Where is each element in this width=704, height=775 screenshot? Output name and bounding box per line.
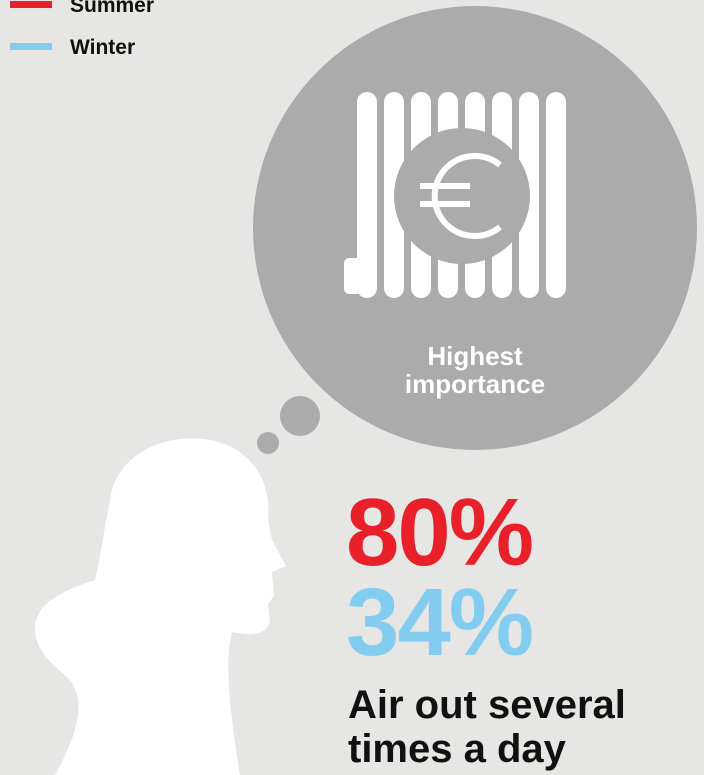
bubble-label: importance bbox=[405, 369, 545, 399]
legend-swatch bbox=[10, 43, 52, 50]
stats: 80%34% bbox=[346, 479, 532, 676]
infographic: Summer Winter Highest importance 80%34% A… bbox=[0, 0, 704, 775]
thought-dot bbox=[257, 432, 279, 454]
caption: times a day bbox=[348, 727, 567, 771]
legend-label: Winter bbox=[70, 36, 135, 59]
euro-badge bbox=[394, 128, 530, 264]
caption: Air out several bbox=[348, 683, 626, 727]
bubble-label: Highest bbox=[427, 341, 523, 371]
legend-label: Summer bbox=[70, 0, 154, 17]
stat-value: 34% bbox=[346, 569, 532, 676]
legend-swatch bbox=[10, 1, 52, 8]
thought-dot bbox=[280, 396, 320, 436]
page: Summer Winter Highest importance 80%34% A… bbox=[0, 0, 704, 775]
legend: Summer Winter bbox=[10, 0, 154, 59]
